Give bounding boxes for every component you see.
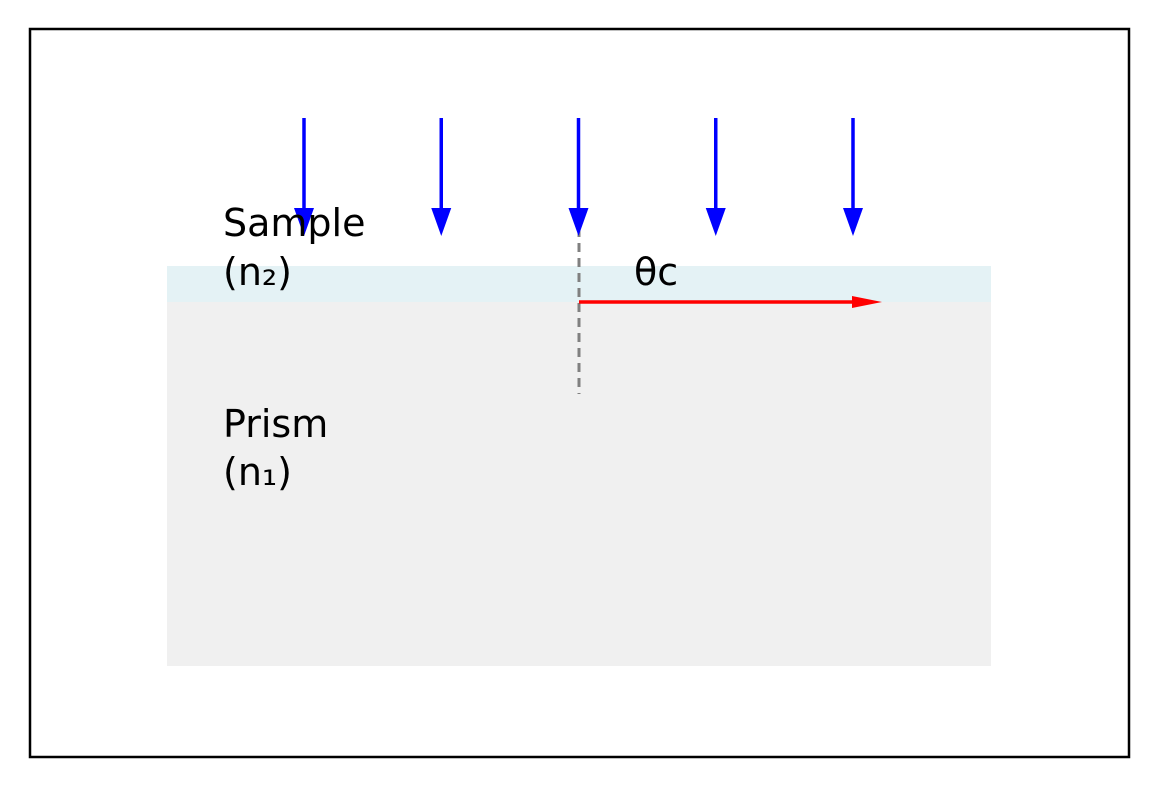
refracted-ray-head [852, 296, 882, 308]
incident-arrow-head [431, 208, 452, 236]
refracted-ray [579, 296, 882, 308]
sample-index-label: (n₂) [223, 250, 292, 294]
critical-angle-label: θc [634, 250, 678, 294]
sample-label: Sample [223, 201, 365, 245]
incident-arrow [431, 118, 452, 236]
incident-arrow [705, 118, 726, 236]
prism-label: Prism [223, 402, 328, 446]
incident-arrow-head [568, 208, 589, 236]
incident-arrow-head [705, 208, 726, 236]
prism-index-label: (n₁) [223, 450, 292, 494]
incident-arrow [294, 118, 314, 236]
prism-block [167, 266, 991, 666]
incident-arrow-head [294, 208, 314, 236]
incident-arrow [568, 118, 589, 236]
incident-arrows [294, 118, 863, 236]
incident-arrow-head [843, 208, 863, 236]
incident-arrow [843, 118, 863, 236]
